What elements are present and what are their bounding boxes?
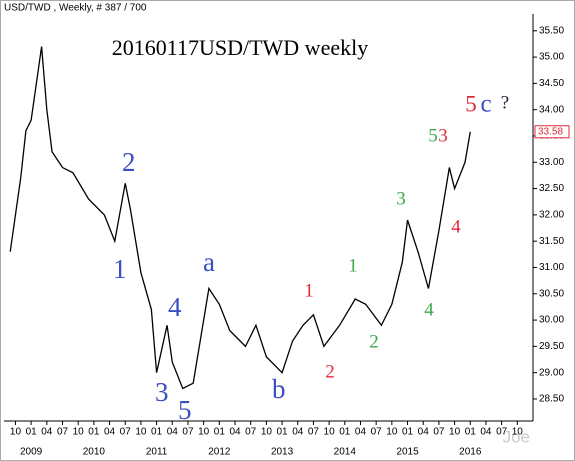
watermark: Joe	[503, 427, 530, 446]
wave-label: 3	[396, 188, 406, 209]
x-tick-label: 04	[229, 427, 241, 438]
wave-label: 5	[428, 125, 438, 146]
wave-label: 3	[155, 377, 169, 407]
x-tick-label: 04	[104, 427, 116, 438]
x-tick-label: 10	[198, 427, 210, 438]
x-tick-label: 10	[135, 427, 147, 438]
year-label: 2013	[271, 447, 294, 458]
x-tick-label: 01	[26, 427, 38, 438]
x-tick-label: 01	[88, 427, 100, 438]
wave-label: 3	[438, 125, 448, 146]
y-tick-label: 31.00	[539, 262, 564, 273]
y-tick-label: 30.50	[539, 288, 564, 299]
y-tick-label: 35.00	[539, 52, 564, 63]
wave-label: 5	[465, 91, 477, 116]
wave-label: 1	[304, 280, 314, 301]
x-tick-label: 10	[10, 427, 22, 438]
x-tick-label: 04	[41, 427, 53, 438]
x-tick-label: 01	[214, 427, 226, 438]
year-label: 2014	[334, 447, 357, 458]
y-tick-label: 28.50	[539, 394, 564, 405]
wave-label: 4	[168, 292, 182, 322]
chart-title: 20160117USD/TWD weekly	[112, 35, 368, 60]
x-tick-label: 04	[355, 427, 367, 438]
x-tick-label: 01	[402, 427, 414, 438]
price-line	[9, 46, 471, 390]
y-tick-label: 32.00	[539, 210, 564, 221]
last-price-label: 33.58	[538, 126, 563, 137]
year-label: 2012	[208, 447, 231, 458]
y-tick-label: 35.50	[539, 25, 564, 36]
x-tick-label: 10	[261, 427, 273, 438]
x-tick-label: 04	[418, 427, 430, 438]
wave-label: 5	[178, 395, 192, 425]
y-tick-label: 32.50	[539, 183, 564, 194]
wave-label: 2	[369, 331, 379, 352]
wave-label: 4	[424, 299, 434, 320]
x-tick-label: 07	[371, 427, 383, 438]
x-tick-label: 01	[277, 427, 289, 438]
year-label: 2010	[83, 447, 106, 458]
wave-label: c	[480, 91, 491, 118]
x-tick-label: 04	[480, 427, 492, 438]
last-price-box	[534, 125, 570, 139]
wave-label: 2	[122, 147, 136, 177]
x-tick-label: 10	[386, 427, 398, 438]
header: USD/TWD , Weekly, # 387 / 700	[4, 3, 147, 14]
x-tick-label: 10	[324, 427, 336, 438]
x-tick-label: 07	[182, 427, 194, 438]
x-tick-label: 07	[245, 427, 257, 438]
y-tick-label: 30.00	[539, 315, 564, 326]
y-tick-label: 31.50	[539, 236, 564, 247]
x-tick-label: 10	[73, 427, 85, 438]
y-tick-label: 34.00	[539, 104, 564, 115]
y-tick-label: 29.50	[539, 341, 564, 352]
y-tick-label: 33.00	[539, 157, 564, 168]
x-tick-label: 10	[512, 427, 524, 438]
wave-label: 2	[325, 361, 335, 382]
x-tick-label: 01	[151, 427, 163, 438]
x-tick-label: 04	[167, 427, 179, 438]
x-tick-label: 07	[57, 427, 69, 438]
wave-label: 1	[113, 254, 127, 284]
x-tick-label: 04	[292, 427, 304, 438]
x-tick-label: 07	[308, 427, 320, 438]
wave-label: ?	[501, 92, 509, 113]
x-tick-label: 07	[496, 427, 508, 438]
wave-label: 1	[348, 255, 358, 276]
y-tick-label: 34.50	[539, 78, 564, 89]
x-tick-label: 01	[465, 427, 477, 438]
wave-label: 4	[451, 216, 461, 237]
x-tick-label: 10	[449, 427, 461, 438]
x-tick-label: 07	[120, 427, 132, 438]
year-label: 2016	[459, 447, 482, 458]
x-tick-label: 01	[339, 427, 351, 438]
year-label: 2011	[146, 447, 168, 458]
wave-label: a	[203, 247, 215, 277]
year-label: 2009	[20, 447, 43, 458]
wave-label: b	[272, 374, 286, 404]
year-label: 2015	[396, 447, 419, 458]
y-tick-label: 29.00	[539, 367, 564, 378]
x-tick-label: 07	[433, 427, 445, 438]
